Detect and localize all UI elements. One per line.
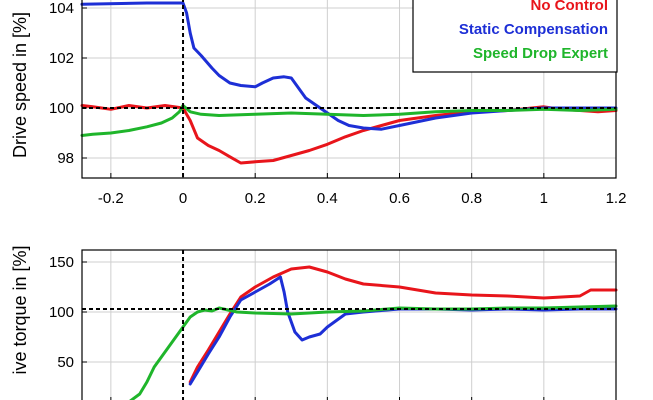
x-tick-label: -0.2 xyxy=(98,190,124,207)
series-line-no-control xyxy=(188,265,618,384)
y-tick-label: 100 xyxy=(49,100,74,117)
x-tick-label: 0.8 xyxy=(461,190,482,207)
legend-entry-static-compensation: Static Compensation xyxy=(459,21,608,38)
legend-entry-speed-drop-expert: Speed Drop Expert xyxy=(473,45,608,62)
panel-1: -0.2 0 0.2 0.4 0.6 0.8 1 1.2 98 100 102 104 Drive sp… xyxy=(10,0,626,207)
plot-area-frame xyxy=(81,249,617,400)
series-line-speed-drop-expert xyxy=(80,104,618,137)
series-line-static-compensation xyxy=(188,275,618,386)
y-tick-label: 98 xyxy=(57,150,74,167)
legend-box xyxy=(412,0,618,73)
y-axis-label: ive torque in [%] xyxy=(10,245,30,374)
plot-area-frame xyxy=(81,0,617,179)
x-tick-label: 1.2 xyxy=(606,190,627,207)
x-tick-label: 1 xyxy=(540,190,548,207)
series-line-static-compensation xyxy=(80,1,618,131)
y-tick-label: 102 xyxy=(49,50,74,67)
panel-2: 50 100 150 ive torque in [%] xyxy=(10,245,618,400)
x-tick-label: 0.6 xyxy=(389,190,410,207)
y-tick-label: 104 xyxy=(49,0,74,17)
x-tick-label: 0.2 xyxy=(245,190,266,207)
legend: No Control Static Compensation Speed Drop … xyxy=(412,0,618,73)
series-line-speed-drop-expert xyxy=(129,304,618,400)
y-axis-label: Drive speed in [%] xyxy=(10,12,30,158)
y-tick-label: 50 xyxy=(57,354,74,371)
legend-entry-no-control: No Control xyxy=(531,0,608,14)
x-tick-label: 0 xyxy=(179,190,187,207)
y-tick-label: 150 xyxy=(49,254,74,271)
y-tick-label: 100 xyxy=(49,304,74,321)
x-tick-label: 0.4 xyxy=(317,190,338,207)
